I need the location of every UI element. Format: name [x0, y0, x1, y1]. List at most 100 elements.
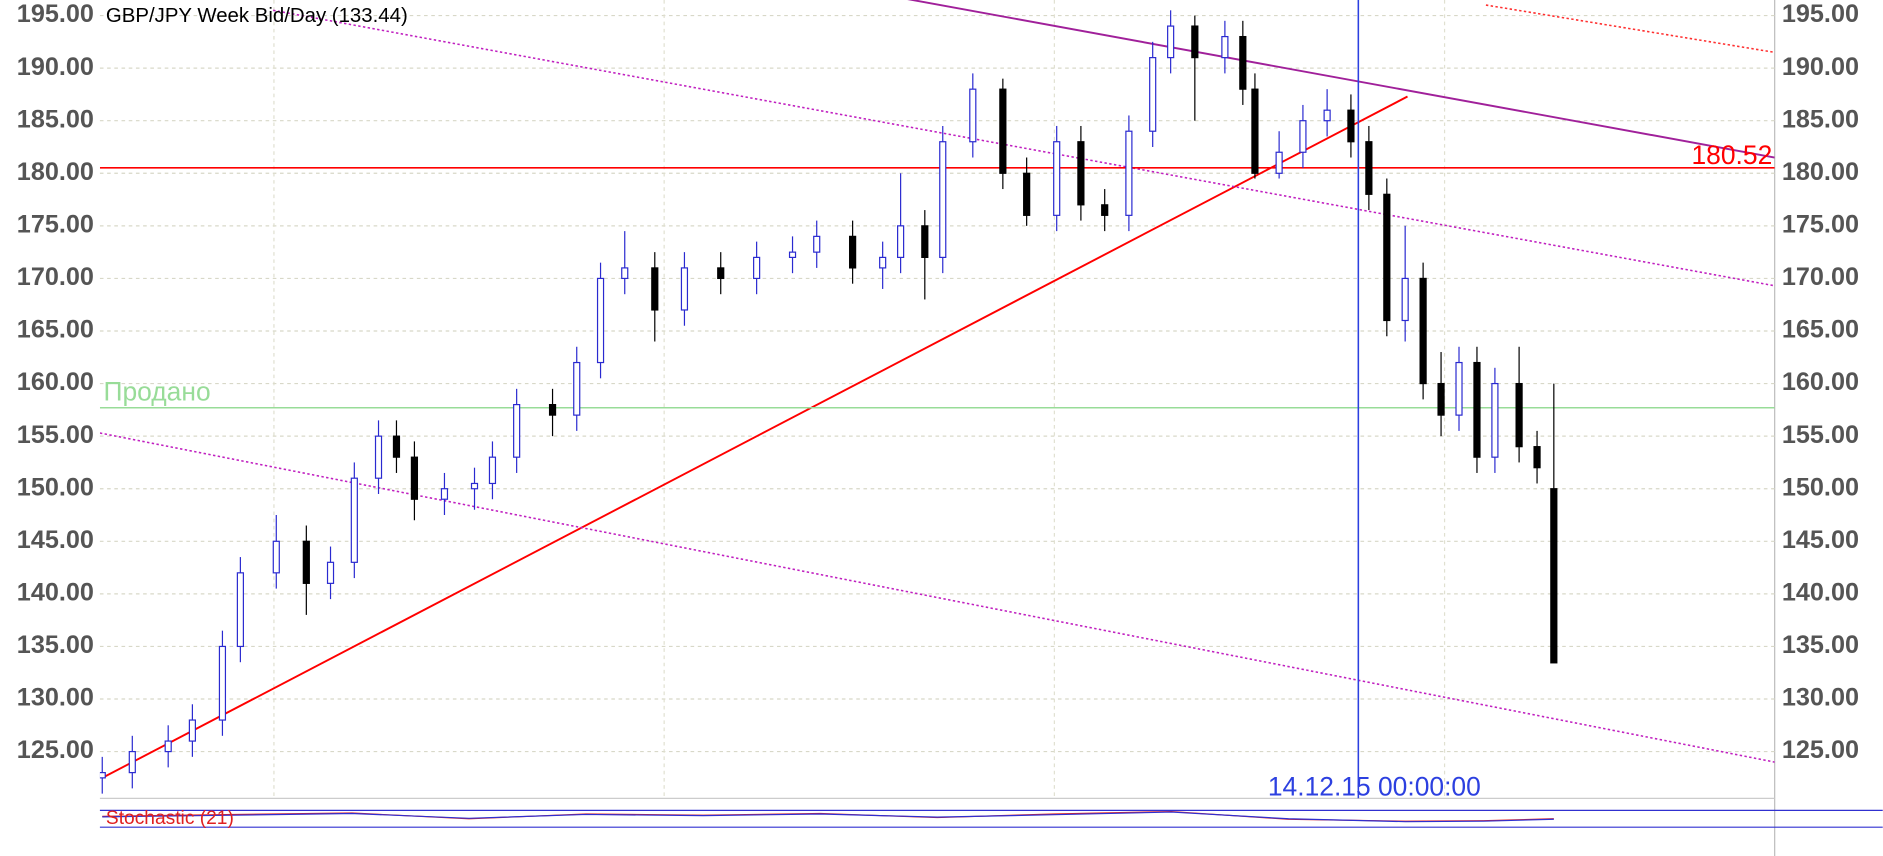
y-tick-label: 175.00	[17, 211, 94, 239]
candle-body	[272, 540, 280, 574]
candle-body	[188, 719, 196, 742]
candle-body	[350, 477, 358, 563]
y-tick-label: 150.00	[17, 473, 94, 501]
candle-body	[1491, 382, 1499, 458]
y-tick-label-right: 190.00	[1782, 53, 1859, 81]
candle-body	[1299, 120, 1307, 153]
candle-body	[513, 404, 521, 458]
candle-body	[488, 456, 497, 485]
candle-body	[1437, 382, 1445, 416]
candle-body	[1515, 382, 1523, 448]
candle-body	[897, 225, 905, 258]
labels: 125.00 125.00 130.00 130.00 135.00 135.00 140.…	[17, 0, 1859, 802]
candle-body	[621, 267, 629, 280]
candle-body	[651, 267, 659, 311]
candle-body	[1365, 141, 1373, 195]
chart-title: GBP/JPY Week Bid/Day (133.44)	[106, 5, 408, 27]
candle-body	[374, 435, 383, 479]
y-tick-label-right: 195.00	[1782, 0, 1859, 28]
candle-body	[548, 404, 557, 416]
candle-body	[128, 750, 136, 774]
trend-line	[907, 0, 1775, 159]
y-tick-label-right: 150.00	[1782, 473, 1859, 501]
candle-body	[969, 88, 977, 143]
horizontal-line-label: Продано	[104, 376, 211, 406]
y-tick-label-right: 170.00	[1782, 263, 1859, 291]
candle-body	[717, 267, 725, 280]
vertical-line-label: 14.12.15 00:00:00	[1268, 772, 1481, 802]
y-tick-label: 170.00	[17, 263, 94, 291]
horizontal-line-label: 180.52	[1692, 140, 1773, 170]
candle-body	[1550, 488, 1558, 664]
candle-body	[1275, 151, 1283, 174]
candle-body	[1053, 141, 1061, 216]
candle-body	[1383, 193, 1391, 322]
candle-body	[753, 256, 761, 280]
candle-body	[596, 277, 605, 364]
y-tick-label-right: 140.00	[1782, 579, 1859, 607]
candle-body	[470, 482, 479, 490]
candle-body	[999, 88, 1007, 174]
candle-body	[1191, 25, 1199, 59]
candle-body	[573, 361, 581, 416]
candle-body	[1239, 35, 1247, 90]
candle-body	[236, 572, 244, 648]
candle-body	[680, 267, 689, 311]
candle-body	[99, 772, 106, 779]
candle-body	[879, 256, 887, 269]
y-tick-label: 190.00	[17, 53, 94, 81]
y-tick-label: 180.00	[17, 158, 94, 186]
candle-body	[1167, 25, 1175, 59]
y-tick-label: 140.00	[17, 579, 94, 607]
candle-body	[392, 435, 401, 458]
candle-body	[1251, 88, 1259, 174]
candle-body	[1149, 57, 1157, 132]
candle-body	[218, 645, 227, 721]
candle-body	[921, 225, 929, 258]
indicator-label: Stochastic (21)	[106, 808, 234, 829]
y-tick-label: 135.00	[17, 631, 94, 659]
y-tick-label-right: 145.00	[1782, 526, 1859, 554]
candle-body	[302, 540, 310, 584]
indicator-line	[102, 811, 1554, 823]
y-tick-label: 155.00	[17, 421, 94, 449]
candle-body	[1455, 361, 1463, 416]
y-tick-label-right: 165.00	[1782, 316, 1859, 344]
y-tick-label-right: 175.00	[1782, 211, 1859, 239]
candle-body	[1347, 109, 1355, 143]
candle-body	[1419, 277, 1427, 385]
y-tick-label-right: 130.00	[1782, 684, 1859, 712]
candle-body	[410, 456, 419, 500]
y-tick-label: 195.00	[17, 0, 94, 28]
candle-body	[1125, 130, 1133, 216]
y-tick-label: 145.00	[17, 526, 94, 554]
trend-line	[101, 95, 1408, 779]
y-tick-label: 125.00	[17, 736, 94, 764]
y-tick-label-right: 155.00	[1782, 421, 1859, 449]
y-tick-label: 130.00	[17, 684, 94, 712]
y-tick-label-right: 160.00	[1782, 368, 1859, 396]
candle-body	[164, 740, 172, 753]
y-tick-label-right: 135.00	[1782, 631, 1859, 659]
candle-body	[1023, 172, 1031, 216]
candle-body	[939, 141, 947, 258]
y-tick-label-right: 125.00	[1782, 736, 1859, 764]
candle-body	[1221, 35, 1229, 59]
y-tick-label: 185.00	[17, 105, 94, 133]
trend-line	[1485, 4, 1775, 54]
candle-body	[1533, 446, 1541, 469]
candle-body	[849, 235, 857, 269]
y-tick-label: 160.00	[17, 368, 94, 396]
candle-body	[813, 235, 821, 253]
candle-body	[440, 488, 449, 500]
candle-body	[1401, 277, 1409, 322]
candle-body	[1077, 141, 1085, 206]
y-tick-label-right: 180.00	[1782, 158, 1859, 186]
candle-body	[1473, 361, 1481, 458]
candle-body	[326, 561, 335, 584]
y-tick-label-right: 185.00	[1782, 105, 1859, 133]
candle-body	[788, 251, 797, 258]
candle-body	[1323, 109, 1331, 122]
